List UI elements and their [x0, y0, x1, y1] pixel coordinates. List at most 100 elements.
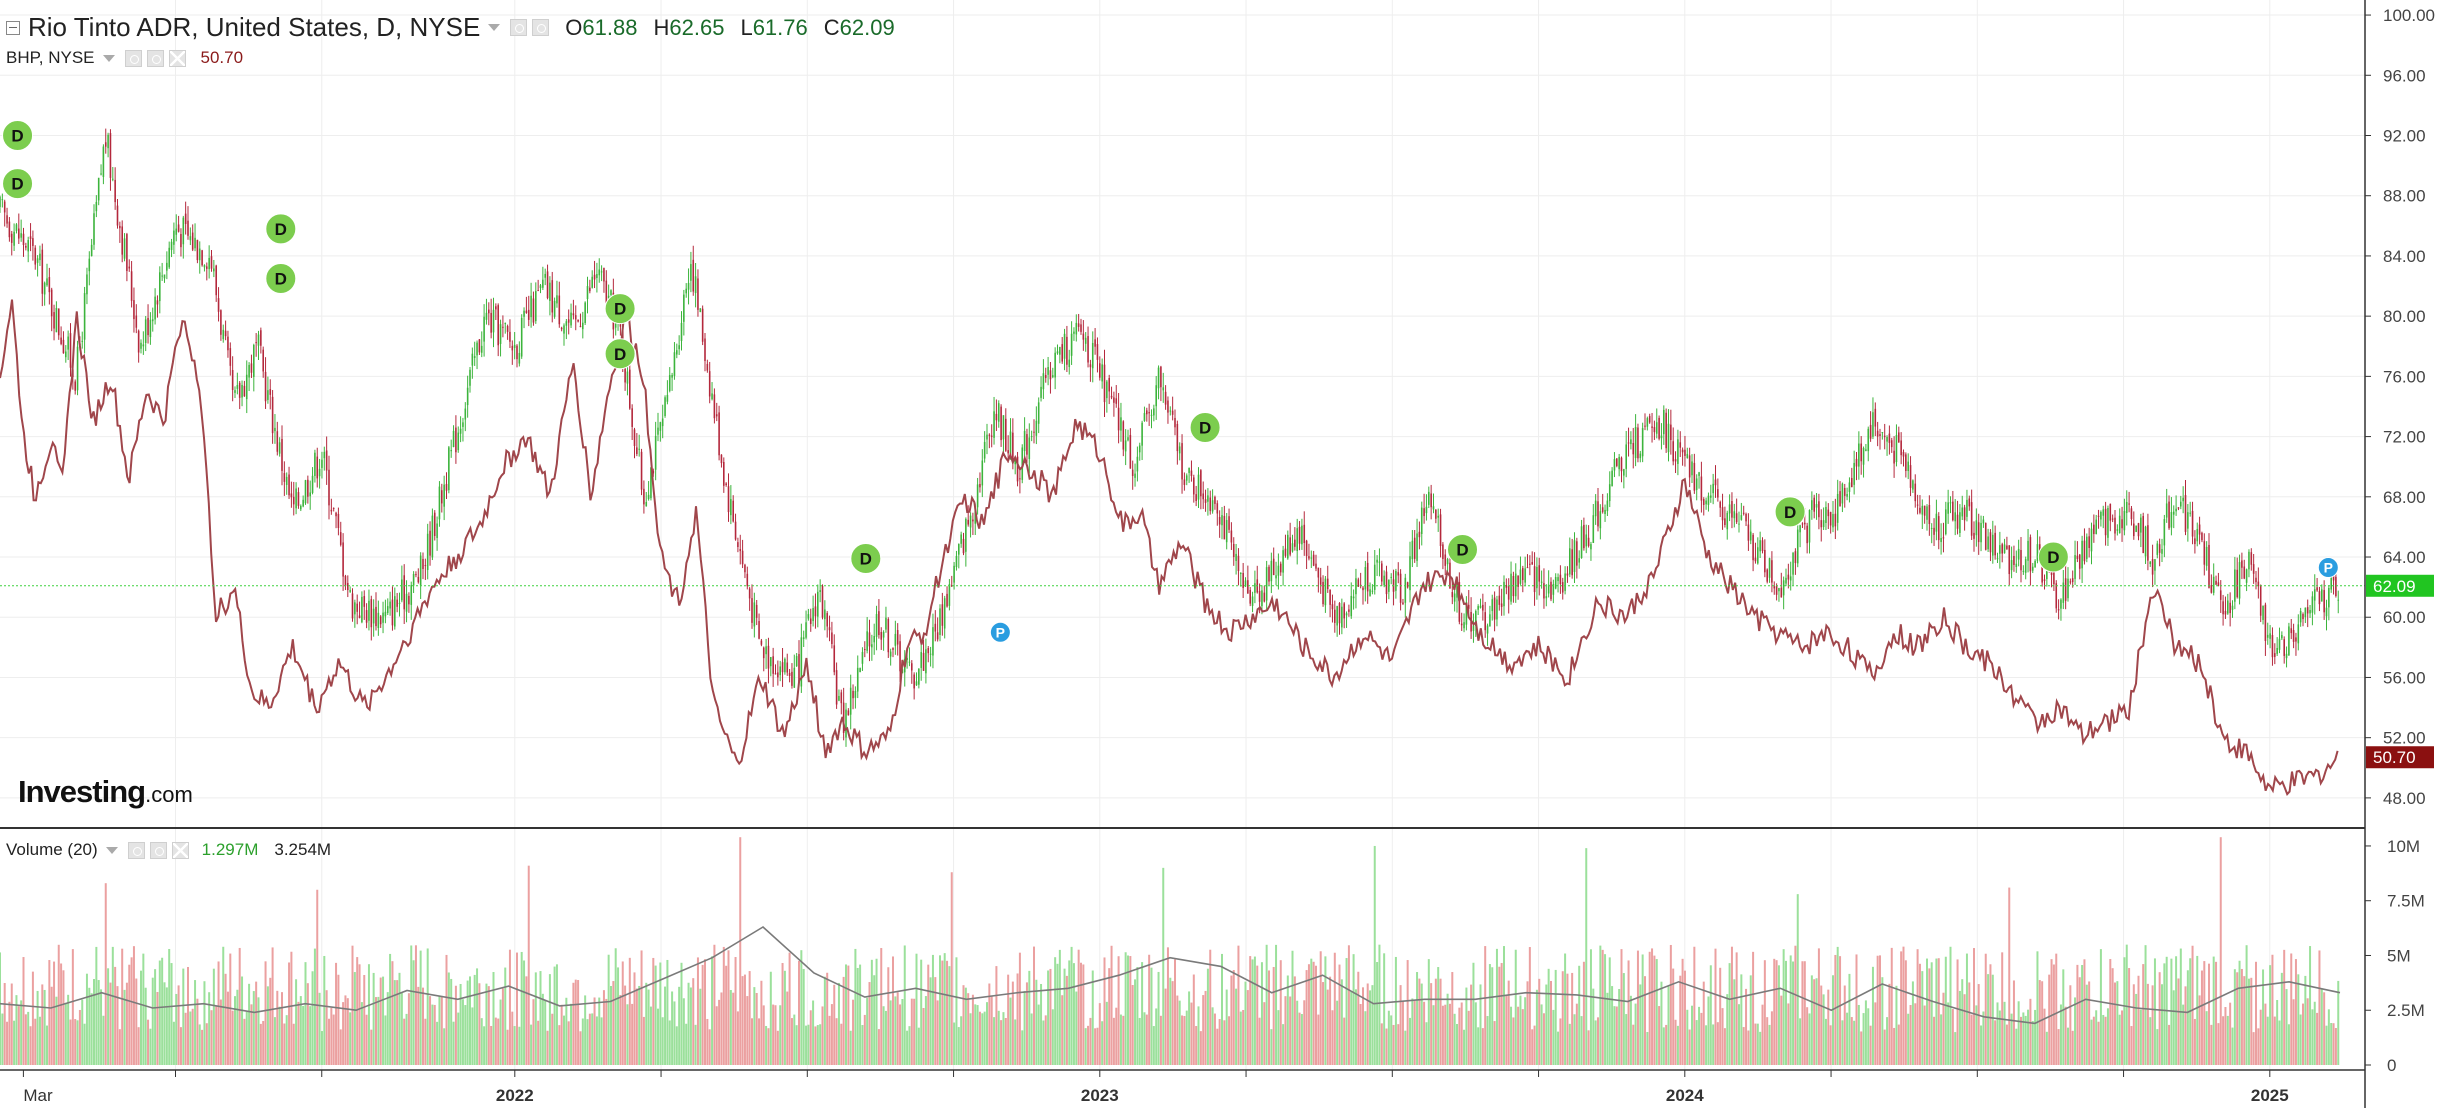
volume-label[interactable]: Volume (20) — [6, 840, 98, 859]
volume-bar — [511, 1011, 514, 1065]
volume-bar — [1665, 1024, 1668, 1065]
volume-bar — [678, 986, 681, 1065]
volume-bar — [1486, 1016, 1489, 1065]
volume-bar — [360, 1002, 363, 1065]
volume-bar — [1028, 970, 1031, 1065]
chevron-down-icon[interactable] — [488, 24, 501, 31]
event-marker-d[interactable] — [265, 263, 297, 295]
visibility-icon[interactable] — [510, 19, 528, 36]
volume-bar — [1383, 953, 1386, 1065]
volume-bar — [584, 995, 587, 1065]
candle-body — [2262, 605, 2264, 620]
volume-bar — [2285, 989, 2288, 1065]
gear-icon[interactable] — [149, 841, 167, 859]
volume-bar — [135, 978, 138, 1065]
volume-bar — [121, 948, 124, 1065]
volume-bar — [1721, 1008, 1724, 1065]
volume-bar — [1597, 1017, 1599, 1065]
candle-body — [1413, 537, 1416, 559]
volume-bar — [570, 1003, 573, 1065]
candle-body — [835, 670, 838, 705]
volume-bar — [1691, 1005, 1693, 1065]
symbol-title[interactable]: Rio Tinto ADR, United States, D, NYSE — [28, 12, 481, 42]
candle-body — [1898, 432, 1900, 443]
gear-icon[interactable] — [532, 19, 550, 36]
volume-bar — [927, 964, 930, 1065]
visibility-icon[interactable] — [127, 841, 145, 859]
event-marker-d[interactable] — [604, 293, 636, 325]
candle-body — [2149, 561, 2152, 565]
candle-body — [1761, 540, 1764, 552]
volume-bar — [1738, 1004, 1740, 1065]
y-tick-label: 64.00 — [2383, 548, 2426, 567]
visibility-icon[interactable] — [124, 49, 142, 67]
chevron-down-icon[interactable] — [102, 54, 115, 62]
candle-body — [889, 651, 892, 657]
candle-body — [2187, 512, 2189, 529]
volume-bar — [852, 999, 855, 1065]
candle-body — [2111, 518, 2114, 520]
collapse-icon[interactable] — [6, 20, 20, 35]
volume-bar — [137, 1027, 140, 1065]
event-marker-d[interactable] — [604, 338, 636, 370]
event-marker-p[interactable] — [989, 621, 1011, 643]
event-marker-d[interactable] — [2037, 541, 2069, 573]
close-icon[interactable] — [171, 841, 189, 859]
volume-bar — [837, 982, 840, 1065]
volume-bar — [732, 992, 735, 1065]
gear-icon[interactable] — [146, 49, 164, 67]
event-marker-d[interactable] — [2, 119, 34, 151]
candle-body — [2236, 569, 2238, 598]
volume-bar — [2083, 959, 2086, 1065]
candle-body — [833, 645, 836, 673]
event-marker-d[interactable] — [2, 168, 34, 200]
candle-body — [1959, 512, 1961, 533]
compare-header: BHP, NYSE 50.70 — [6, 48, 243, 68]
compare-symbol[interactable]: BHP, NYSE — [6, 48, 95, 67]
candle-body — [671, 374, 673, 378]
candle-body — [1992, 534, 1994, 556]
volume-bar — [163, 982, 166, 1065]
event-marker-d[interactable] — [1189, 412, 1221, 444]
candle-body — [116, 205, 119, 226]
candle-body — [1467, 604, 1470, 609]
volume-bar — [187, 966, 189, 1065]
candle-body — [1879, 434, 1881, 437]
volume-bar — [1263, 1002, 1266, 1065]
volume-bar — [1075, 991, 1078, 1065]
volume-bar — [1949, 946, 1952, 1065]
volume-bar — [816, 1025, 819, 1065]
event-marker-d[interactable] — [1774, 496, 1806, 528]
event-marker-d[interactable] — [850, 543, 882, 575]
volume-bar — [501, 988, 504, 1065]
event-marker-p[interactable] — [2317, 557, 2339, 579]
volume-bar — [1829, 1025, 1832, 1065]
candle-body — [1435, 509, 1437, 519]
candle-body — [81, 340, 84, 342]
candle-body — [915, 681, 918, 686]
candle-body — [417, 576, 420, 583]
volume-bar — [219, 999, 222, 1065]
volume-bar — [525, 976, 528, 1065]
close-icon[interactable] — [168, 49, 186, 67]
candle-body — [1672, 441, 1674, 462]
event-marker-d[interactable] — [1447, 533, 1478, 565]
candle-body — [2017, 548, 2020, 560]
chevron-down-icon[interactable] — [105, 846, 118, 854]
volume-bar — [2135, 993, 2138, 1065]
candle-body — [1284, 548, 1287, 556]
volume-bar — [2168, 1024, 2171, 1065]
volume-bar — [2102, 1014, 2105, 1065]
volume-bar — [1735, 952, 1738, 1065]
volume-bar — [2327, 1009, 2330, 1065]
volume-bar — [151, 977, 154, 1065]
volume-bar — [384, 1015, 387, 1065]
volume-bar — [835, 1018, 838, 1065]
candle-body — [264, 371, 267, 402]
volume-bar — [83, 1023, 86, 1065]
candle-body — [2217, 582, 2220, 586]
volume-bar — [1002, 1012, 1005, 1065]
event-marker-d[interactable] — [265, 213, 297, 245]
